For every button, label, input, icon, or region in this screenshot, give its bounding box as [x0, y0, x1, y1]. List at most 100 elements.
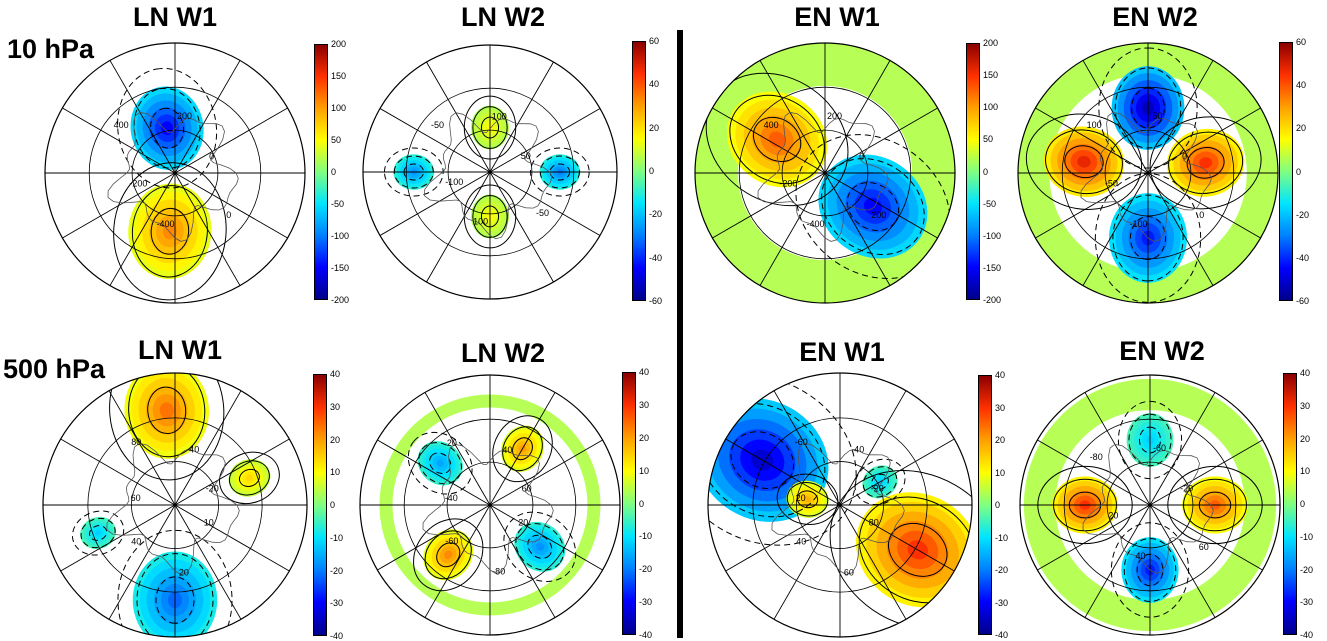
colorbar-tick: -10 — [639, 531, 653, 542]
meridian-line — [759, 172, 826, 286]
field-lobe — [95, 530, 102, 536]
colorbar-tick: -20 — [639, 564, 653, 575]
contour-line — [117, 67, 218, 189]
colorbar-tick: -60 — [649, 296, 663, 306]
meridian-line — [1035, 107, 1149, 174]
colorbar-tick: 0 — [639, 498, 645, 509]
contour-label: -20 — [1180, 484, 1193, 494]
colorbar-tick: -10 — [330, 532, 344, 543]
contour-label: 400 — [764, 120, 779, 130]
meridian-line — [424, 392, 491, 506]
contour-label: -200 — [779, 178, 797, 188]
contour-line — [71, 510, 125, 556]
contour-line — [413, 518, 484, 592]
colorbar — [632, 41, 646, 301]
colorbar-tick: 10 — [995, 467, 1006, 478]
field-lobe — [1199, 157, 1213, 169]
contour-line — [147, 386, 187, 435]
meridian-line — [377, 504, 491, 571]
meridian-line — [377, 439, 491, 506]
colorbar-tick: -40 — [995, 630, 1009, 640]
contour-label: 20 — [447, 438, 457, 448]
contour-label: -100 — [1129, 219, 1147, 229]
meridian-line — [109, 60, 176, 174]
meridian-line — [839, 390, 907, 506]
contour-label: 400 — [114, 120, 129, 130]
coastline — [771, 442, 905, 575]
map-boundary — [694, 42, 956, 304]
colorbar — [1283, 373, 1297, 635]
colorbar-tick: 150 — [983, 70, 999, 81]
coastline — [757, 111, 889, 242]
coastline — [107, 111, 239, 242]
meridian-line — [839, 504, 955, 572]
contour-line — [503, 511, 577, 582]
meridian-line — [60, 438, 176, 506]
polar-map: -20 -40 -60 20 40 60 80 — [707, 372, 973, 638]
contour-label: 100 — [473, 217, 488, 227]
contour-label: 40 — [796, 537, 806, 547]
colorbar-tick: 20 — [639, 432, 650, 443]
meridian-line — [489, 439, 603, 506]
colorbar-tick: -40 — [639, 630, 653, 640]
field-lobe — [159, 402, 174, 419]
colorbar-tick: 200 — [983, 38, 999, 48]
meridian-line — [839, 504, 907, 620]
contour-line — [436, 542, 461, 568]
colorbar-tick: -30 — [1300, 597, 1314, 608]
field-lobe — [863, 197, 883, 216]
graticule — [43, 373, 307, 637]
meridian-line — [1147, 172, 1261, 239]
meridian-line — [824, 60, 891, 174]
meridian-line — [379, 171, 491, 236]
colorbar-tick: -40 — [330, 631, 344, 641]
contour-label: 20 — [179, 568, 189, 578]
meridian-line — [1147, 107, 1261, 174]
contour-label: 60 — [522, 484, 532, 494]
meridian-line — [108, 504, 176, 620]
meridian-line — [759, 60, 826, 174]
contour-label: 40 — [502, 445, 512, 455]
colorbar-tick: 50 — [331, 135, 342, 145]
meridian-line — [60, 504, 176, 572]
colorbar-tick: -200 — [983, 295, 1002, 305]
graticule — [708, 373, 972, 637]
contour-line — [113, 162, 227, 301]
polar-map: 0 200 400 -200 -400 0 — [44, 42, 306, 304]
polar-map: -20 -60 -80 20 40 60 — [1019, 374, 1281, 636]
colorbar-tick: -30 — [995, 597, 1009, 608]
colorbar-tick: 40 — [639, 367, 650, 377]
meridian-line — [174, 504, 242, 620]
meridian-line — [1084, 504, 1151, 618]
contour-label: 20 — [1108, 510, 1118, 520]
contour-line — [527, 534, 553, 559]
map-boundary — [42, 372, 308, 638]
map-boundary — [359, 374, 621, 636]
colorbar-tick: 10 — [330, 467, 341, 478]
meridian-line — [1147, 60, 1214, 174]
contour-label: -60 — [445, 536, 458, 546]
meridian-line — [839, 438, 955, 506]
meridian-line — [489, 392, 556, 506]
meridian-line — [773, 504, 841, 620]
colorbar-tick: 30 — [639, 399, 650, 410]
contour-label: 100 — [492, 112, 507, 122]
colorbar-tick: 20 — [995, 435, 1006, 445]
field-lobe — [1077, 155, 1091, 168]
colorbar-tick: 10 — [639, 465, 650, 476]
contour-label: -40 — [851, 444, 864, 454]
meridian-line — [62, 107, 176, 174]
graticule — [45, 43, 305, 303]
contour-label: 50 — [1152, 111, 1162, 121]
colorbar-tick: -50 — [331, 199, 345, 209]
colorbar-tick: -10 — [1300, 531, 1314, 542]
contour-line — [219, 451, 280, 505]
colorbar-tick: 40 — [649, 79, 660, 90]
colorbar-tick: -40 — [1296, 252, 1310, 263]
meridian-line — [174, 107, 288, 174]
meridian-line — [1149, 504, 1216, 618]
contour-label: -60 — [1153, 443, 1166, 453]
meridian-line — [1149, 504, 1263, 571]
contour-label: 60 — [844, 568, 854, 578]
contour-label: 0 — [1199, 210, 1204, 220]
